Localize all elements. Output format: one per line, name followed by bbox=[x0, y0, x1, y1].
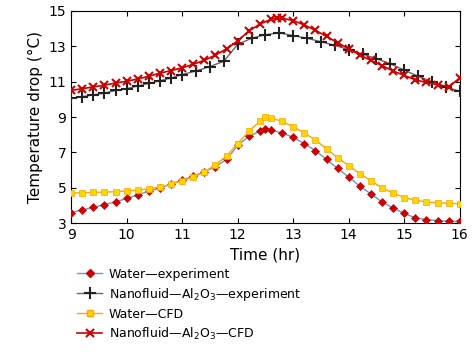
Legend: Water—experiment, Nanofluid—Al$_2$O$_3$—experiment, Water—CFD, Nanofluid—Al$_2$O: Water—experiment, Nanofluid—Al$_2$O$_3$—… bbox=[77, 268, 301, 342]
Y-axis label: Temperature drop (°C): Temperature drop (°C) bbox=[28, 31, 43, 203]
X-axis label: Time (hr): Time (hr) bbox=[230, 248, 301, 262]
